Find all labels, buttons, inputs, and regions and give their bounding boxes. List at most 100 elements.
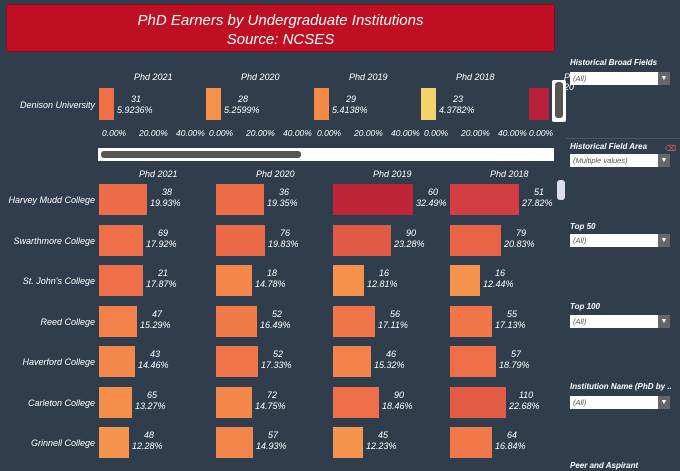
broad-fields-dropdown[interactable]: (All) ▼ <box>570 72 670 85</box>
bar[interactable] <box>333 305 375 337</box>
column-header: Phd 2019 <box>349 72 388 82</box>
bar[interactable] <box>99 265 143 296</box>
percent-label: 19.93% <box>150 198 181 208</box>
bar-value-label: 55 17.13% <box>495 309 529 331</box>
bar[interactable] <box>450 346 496 377</box>
bar[interactable] <box>216 386 252 418</box>
axis-tick-label: 40.00% <box>391 128 420 138</box>
percent-label: 5.9236% <box>117 105 153 115</box>
bar[interactable] <box>99 305 137 337</box>
column-header: Phd 2020 <box>256 169 295 179</box>
row-label: Swarthmore College <box>13 235 95 246</box>
bar[interactable] <box>333 265 364 296</box>
bar[interactable] <box>99 88 114 120</box>
bar[interactable] <box>333 346 371 377</box>
percent-label: 17.13% <box>495 319 526 330</box>
scroll-thumb[interactable] <box>555 82 563 118</box>
dropdown-value: (All) <box>573 74 587 83</box>
bar[interactable] <box>216 305 257 337</box>
bar-value-label: 29 5.4138% <box>332 94 368 116</box>
bar[interactable] <box>206 88 221 120</box>
bar-value-label: 16 12.81% <box>367 268 401 290</box>
row-label: Reed College <box>40 316 95 327</box>
lower-vertical-scrollbar[interactable] <box>557 180 565 200</box>
bar[interactable] <box>333 224 391 256</box>
count-label: 52 <box>271 308 282 319</box>
chevron-down-icon[interactable]: ▼ <box>658 315 670 328</box>
bar[interactable] <box>216 346 258 377</box>
percent-label: 14.75% <box>255 400 286 411</box>
bar[interactable] <box>450 265 480 296</box>
bar-value-label: 48 12.28% <box>132 430 166 452</box>
bar-value-label: 56 17.11% <box>378 309 412 331</box>
filter-clear-icon[interactable]: ⌫ <box>664 144 676 153</box>
divider <box>566 138 680 139</box>
percent-label: 16.49% <box>260 319 291 330</box>
percent-label: 12.81% <box>367 279 398 289</box>
bar[interactable] <box>216 224 265 256</box>
percent-label: 17.33% <box>261 360 292 370</box>
institution-dropdown[interactable]: (All) ▼ <box>570 396 670 409</box>
percent-label: 22.68% <box>509 400 540 411</box>
count-label: 51 <box>533 187 544 197</box>
dropdown-value: (Multiple values) <box>573 156 628 165</box>
top-vertical-scrollbar[interactable] <box>552 80 566 122</box>
bar[interactable] <box>99 386 132 418</box>
row-label: Harvey Mudd College <box>8 195 95 205</box>
bar-value-label: 64 16.84% <box>495 430 529 452</box>
chevron-down-icon[interactable]: ▼ <box>658 234 670 247</box>
percent-label: 12.28% <box>132 441 163 451</box>
bar[interactable] <box>333 184 413 215</box>
bar[interactable] <box>314 88 329 120</box>
bar[interactable] <box>99 346 135 377</box>
column-header: Phd 2018 <box>456 72 495 82</box>
row-label: Carleton College <box>27 397 95 408</box>
bar-value-label: 16 12.44% <box>483 268 517 290</box>
bar[interactable] <box>216 265 252 296</box>
bar[interactable] <box>99 224 143 256</box>
row-label: Grinnell College <box>30 438 95 448</box>
bar-value-label: 52 17.33% <box>261 349 295 371</box>
bar[interactable] <box>450 427 492 458</box>
filter-title: Institution Name (PhD by .. <box>570 382 672 391</box>
column-header: Phd 2021 <box>134 72 173 82</box>
percent-label: 15.32% <box>374 360 405 370</box>
bar[interactable] <box>450 386 506 418</box>
dropdown-value: (All) <box>573 236 587 245</box>
bar[interactable] <box>216 427 253 458</box>
bar[interactable] <box>99 427 129 458</box>
axis-tick-label: 0.00% <box>209 128 234 138</box>
bar-value-label: 65 13.27% <box>135 390 169 412</box>
bar[interactable] <box>99 184 147 215</box>
bar-value-label: 90 18.46% <box>382 390 416 412</box>
bar[interactable] <box>216 184 264 215</box>
bar[interactable] <box>450 305 492 337</box>
percent-label: 17.11% <box>378 319 408 330</box>
field-area-dropdown[interactable]: (Multiple values) ▼ <box>570 154 670 167</box>
count-label: 23 <box>453 94 464 104</box>
filter-institution: Institution Name (PhD by .. (All) ▼ <box>566 382 680 409</box>
count-label: 72 <box>266 389 277 400</box>
percent-label: 16.84% <box>495 441 526 451</box>
dashboard-title: PhD Earners by Undergraduate Institution… <box>6 4 555 52</box>
dropdown-value: (All) <box>573 317 587 326</box>
bar-value-label: 60 32.49% <box>416 187 450 209</box>
percent-label: 32.49% <box>416 198 447 208</box>
bar[interactable] <box>421 88 436 120</box>
bar[interactable] <box>529 88 549 120</box>
top100-dropdown[interactable]: (All) ▼ <box>570 315 670 328</box>
percent-label: 14.46% <box>138 360 169 370</box>
top50-dropdown[interactable]: (All) ▼ <box>570 234 670 247</box>
chevron-down-icon[interactable]: ▼ <box>658 396 670 409</box>
axis-tick-label: 20.00% <box>139 128 168 138</box>
bar[interactable] <box>450 224 501 256</box>
count-label: 69 <box>157 227 168 238</box>
scroll-thumb[interactable] <box>101 151 301 158</box>
chevron-down-icon[interactable]: ▼ <box>658 72 670 85</box>
bar[interactable] <box>450 184 519 215</box>
bar[interactable] <box>333 386 379 418</box>
chevron-down-icon[interactable]: ▼ <box>658 154 670 167</box>
horizontal-scrollbar[interactable] <box>98 148 554 161</box>
bar[interactable] <box>333 427 363 458</box>
count-label: 57 <box>267 430 278 440</box>
